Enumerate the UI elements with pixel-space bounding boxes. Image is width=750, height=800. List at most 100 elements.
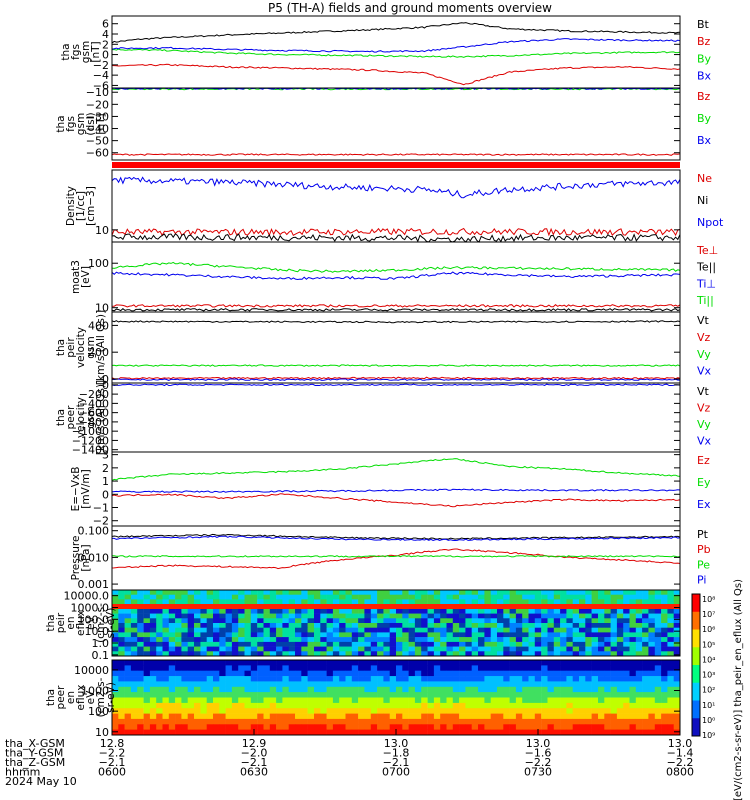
spectrogram-cell <box>358 681 365 688</box>
spectrogram-cell <box>194 646 201 652</box>
spectrogram-cell <box>629 713 637 720</box>
spectrogram-cell <box>553 724 561 730</box>
spectrogram-cell <box>339 692 346 698</box>
spectrogram-cell <box>370 613 378 619</box>
spectrogram-cell <box>661 646 668 652</box>
spectrogram-cell <box>497 637 504 643</box>
y-tick-label: −1400 <box>72 444 109 457</box>
spectrogram-cell <box>642 686 649 693</box>
spectrogram-cell <box>591 660 599 666</box>
spectrogram-cell <box>414 637 422 643</box>
spectrogram-cell <box>572 618 580 624</box>
legend-entry: Ne <box>697 172 712 185</box>
spectrogram-cell <box>377 660 384 666</box>
spectrogram-cell <box>629 692 637 698</box>
spectrogram-cell <box>225 676 233 682</box>
spectrogram-cell <box>566 713 573 720</box>
spectrogram-cell <box>446 613 454 619</box>
spectrogram-cell <box>238 590 245 595</box>
spectrogram-cell <box>446 697 454 704</box>
spectrogram-cell <box>522 718 529 725</box>
spectrogram-cell <box>585 670 592 677</box>
spectrogram-cell <box>402 713 409 720</box>
colorbar-segment <box>692 629 700 648</box>
spectrogram-cell <box>156 637 163 643</box>
y-axis-label: velocity <box>75 327 87 368</box>
spectrogram-cell <box>175 594 182 600</box>
spectrogram-cell <box>654 686 662 693</box>
spectrogram-cell <box>598 708 605 714</box>
legend-entry: Vz <box>697 331 711 344</box>
spectrogram-cell <box>503 692 510 698</box>
spectrogram-cell <box>351 590 359 595</box>
spectrogram-cell <box>396 608 403 614</box>
spectrogram-cell <box>358 708 365 714</box>
spectrogram-cell <box>648 660 655 666</box>
spectrogram-cell <box>478 686 485 693</box>
spectrogram-cell <box>358 641 365 647</box>
spectrogram-cell <box>112 692 119 698</box>
spectrogram-cell <box>648 708 655 714</box>
spectrogram-cell <box>269 594 277 600</box>
spectrogram-cell <box>257 590 264 595</box>
spectrogram-cell <box>490 665 498 672</box>
spectrogram-cell <box>459 681 466 688</box>
spectrogram-cell <box>326 660 334 666</box>
spectrogram-cell <box>383 724 390 730</box>
spectrogram-cell <box>282 651 289 657</box>
spectrogram-cell <box>459 692 466 698</box>
spectrogram-cell <box>566 599 573 605</box>
spectrogram-cell <box>433 692 441 698</box>
spectrogram-cell <box>490 729 498 736</box>
spectrogram-cell <box>345 686 353 693</box>
spectrogram-cell <box>427 724 435 730</box>
spectrogram-cell <box>591 651 599 657</box>
panel-p6: 0−200−400−600−800−1000−1200−1400thapeerv… <box>55 379 712 457</box>
spectrogram-cell <box>591 613 599 619</box>
spectrogram-cell <box>421 590 428 595</box>
spectrogram-cell <box>156 676 163 682</box>
spectrogram-cell <box>301 627 308 633</box>
spectrogram-cell <box>522 724 529 730</box>
spectrogram-cell <box>553 676 561 682</box>
spectrogram-cell <box>307 618 315 624</box>
spectrogram-cell <box>225 646 233 652</box>
spectrogram-cell <box>515 665 523 672</box>
spectrogram-cell <box>332 665 340 672</box>
spectrogram-cell <box>314 697 321 704</box>
spectrogram-cell <box>623 608 630 614</box>
spectrogram-cell <box>314 692 321 698</box>
y-axis-label: (cm2-s- <box>95 677 107 717</box>
spectrogram-cell <box>269 590 277 595</box>
spectrogram-cell <box>351 627 359 633</box>
spectrogram-cell <box>320 646 327 652</box>
spectrogram-cell <box>566 632 573 638</box>
x-row-label: tha_Y-GSM <box>5 747 63 760</box>
spectrogram-cell <box>452 651 460 657</box>
spectrogram-cell <box>408 651 416 657</box>
spectrogram-cell <box>497 599 504 605</box>
spectrogram-cell <box>345 697 353 704</box>
date-label: 2024 May 10 <box>5 775 77 788</box>
spectrogram-cell <box>351 697 359 704</box>
spectrogram-cell <box>604 632 611 638</box>
spectrogram-cell <box>124 599 132 605</box>
spectrogram-cell <box>263 623 271 628</box>
colorbar-frame <box>691 593 701 737</box>
spectrogram-cell <box>553 608 561 614</box>
spectrogram-cell <box>623 692 630 698</box>
spectrogram-cell <box>661 681 668 688</box>
spectrogram-cell <box>257 618 264 624</box>
spectrogram-cell <box>566 676 573 682</box>
spectrogram-cell <box>149 713 157 720</box>
spectrogram-cell <box>181 623 188 628</box>
y-axis-label: E=−VxB <box>70 467 82 512</box>
spectrogram-cell <box>673 627 681 633</box>
spectrogram-cell <box>206 623 214 628</box>
spectrogram-cell <box>623 724 630 730</box>
spectrogram-cell <box>351 641 359 647</box>
spectrogram-cell <box>383 590 390 595</box>
spectrogram-cell <box>288 618 296 624</box>
spectrogram-cell <box>244 724 252 730</box>
spectrogram-cell <box>175 718 182 725</box>
